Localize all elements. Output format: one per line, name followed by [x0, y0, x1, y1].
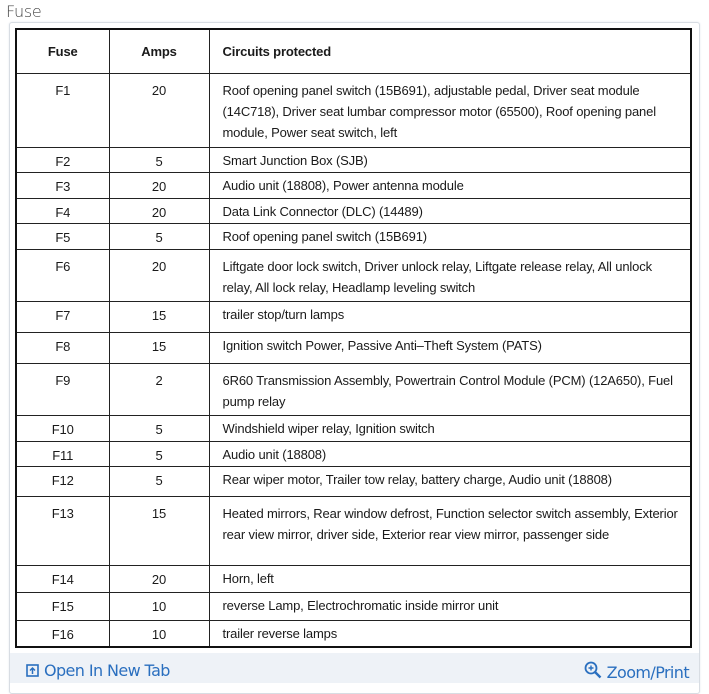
- fuse-cell: F1: [15, 72, 110, 148]
- circuits-cell: Rear wiper motor, Trailer tow relay, bat…: [208, 465, 692, 497]
- table-row: F5 5 Roof opening panel switch (15B691): [15, 222, 692, 250]
- circuits-cell: Roof opening panel switch (15B691): [208, 222, 692, 250]
- circuits-cell: trailer stop/turn lamps: [208, 300, 692, 333]
- fuse-cell: F14: [15, 564, 110, 593]
- header-amps: Amps: [108, 28, 210, 74]
- fuse-cell: F5: [15, 222, 110, 250]
- circuits-cell: Horn, left: [208, 564, 692, 593]
- amps-cell: 20: [108, 564, 210, 593]
- amps-cell: 20: [108, 171, 210, 199]
- amps-cell: 10: [108, 619, 210, 648]
- fuse-table: Fuse Amps Circuits protected F1 20 Roof op…: [15, 28, 692, 648]
- table-row: F15 10 reverse Lamp, Electrochromatic insi…: [15, 591, 692, 621]
- table-row: F12 5 Rear wiper motor, Trailer tow relay,…: [15, 465, 692, 497]
- zoom-print-label: Zoom/Print: [606, 663, 690, 682]
- page-title: Fuse: [6, 2, 42, 21]
- header-fuse: Fuse: [15, 28, 110, 74]
- circuits-cell: reverse Lamp, Electrochromatic inside mi…: [208, 591, 692, 621]
- open-in-new-tab-label: Open In New Tab: [44, 661, 170, 680]
- amps-cell: 2: [108, 362, 210, 416]
- circuits-cell: Windshield wiper relay, Ignition switch: [208, 414, 692, 442]
- fuse-cell: F16: [15, 619, 110, 648]
- amps-cell: 5: [108, 465, 210, 497]
- amps-cell: 5: [108, 414, 210, 442]
- table-row: F6 20 Liftgate door lock switch, Driver un…: [15, 248, 692, 302]
- fuse-cell: F15: [15, 591, 110, 621]
- amps-cell: 5: [108, 146, 210, 173]
- circuits-cell: Audio unit (18808): [208, 440, 692, 467]
- amps-cell: 20: [108, 248, 210, 302]
- fuse-cell: F12: [15, 465, 110, 497]
- fuse-cell: F7: [15, 300, 110, 333]
- amps-cell: 5: [108, 222, 210, 250]
- table-row: F3 20 Audio unit (18808), Power antenna mo…: [15, 171, 692, 199]
- fuse-cell: F3: [15, 171, 110, 199]
- circuits-cell: Audio unit (18808), Power antenna module: [208, 171, 692, 199]
- circuits-cell: Smart Junction Box (SJB): [208, 146, 692, 173]
- amps-cell: 15: [108, 495, 210, 566]
- circuits-cell: trailer reverse lamps: [208, 619, 692, 648]
- circuits-cell: Heated mirrors, Rear window defrost, Fun…: [208, 495, 692, 566]
- circuits-cell: Ignition switch Power, Passive Anti–Thef…: [208, 331, 692, 364]
- amps-cell: 15: [108, 300, 210, 333]
- circuits-cell: Data Link Connector (DLC) (14489): [208, 197, 692, 224]
- table-row: F16 10 trailer reverse lamps: [15, 619, 692, 648]
- fuse-cell: F13: [15, 495, 110, 566]
- amps-cell: 10: [108, 591, 210, 621]
- table-row: F8 15 Ignition switch Power, Passive Anti–…: [15, 331, 692, 364]
- table-header-row: Fuse Amps Circuits protected: [15, 28, 692, 74]
- fuse-cell: F10: [15, 414, 110, 442]
- amps-cell: 5: [108, 440, 210, 467]
- table-row: F7 15 trailer stop/turn lamps: [15, 300, 692, 333]
- fuse-cell: F2: [15, 146, 110, 173]
- circuits-cell: Liftgate door lock switch, Driver unlock…: [208, 248, 692, 302]
- open-in-new-tab-link[interactable]: Open In New Tab: [26, 661, 170, 680]
- circuits-cell: Roof opening panel switch (15B691), adju…: [208, 72, 692, 148]
- table-row: F11 5 Audio unit (18808): [15, 440, 692, 467]
- zoom-in-icon: [584, 661, 602, 678]
- amps-cell: 15: [108, 331, 210, 364]
- table-row: F14 20 Horn, left: [15, 564, 692, 593]
- open-new-tab-icon: [26, 664, 39, 677]
- amps-cell: 20: [108, 197, 210, 224]
- fuse-cell: F6: [15, 248, 110, 302]
- table-row: F1 20 Roof opening panel switch (15B691), …: [15, 72, 692, 148]
- footer-bar: Open In New Tab Zoom/Print: [10, 653, 699, 683]
- header-circuits: Circuits protected: [208, 28, 692, 74]
- table-row: F4 20 Data Link Connector (DLC) (14489): [15, 197, 692, 224]
- table-row: F10 5 Windshield wiper relay, Ignition swi…: [15, 414, 692, 442]
- table-row: F2 5 Smart Junction Box (SJB): [15, 146, 692, 173]
- circuits-cell: 6R60 Transmission Assembly, Powertrain C…: [208, 362, 692, 416]
- fuse-cell: F11: [15, 440, 110, 467]
- amps-cell: 20: [108, 72, 210, 148]
- table-row: F9 2 6R60 Transmission Assembly, Powertrai…: [15, 362, 692, 416]
- fuse-cell: F9: [15, 362, 110, 416]
- table-row: F13 15 Heated mirrors, Rear window defrost…: [15, 495, 692, 566]
- zoom-print-link[interactable]: Zoom/Print: [584, 657, 690, 682]
- fuse-cell: F4: [15, 197, 110, 224]
- fuse-cell: F8: [15, 331, 110, 364]
